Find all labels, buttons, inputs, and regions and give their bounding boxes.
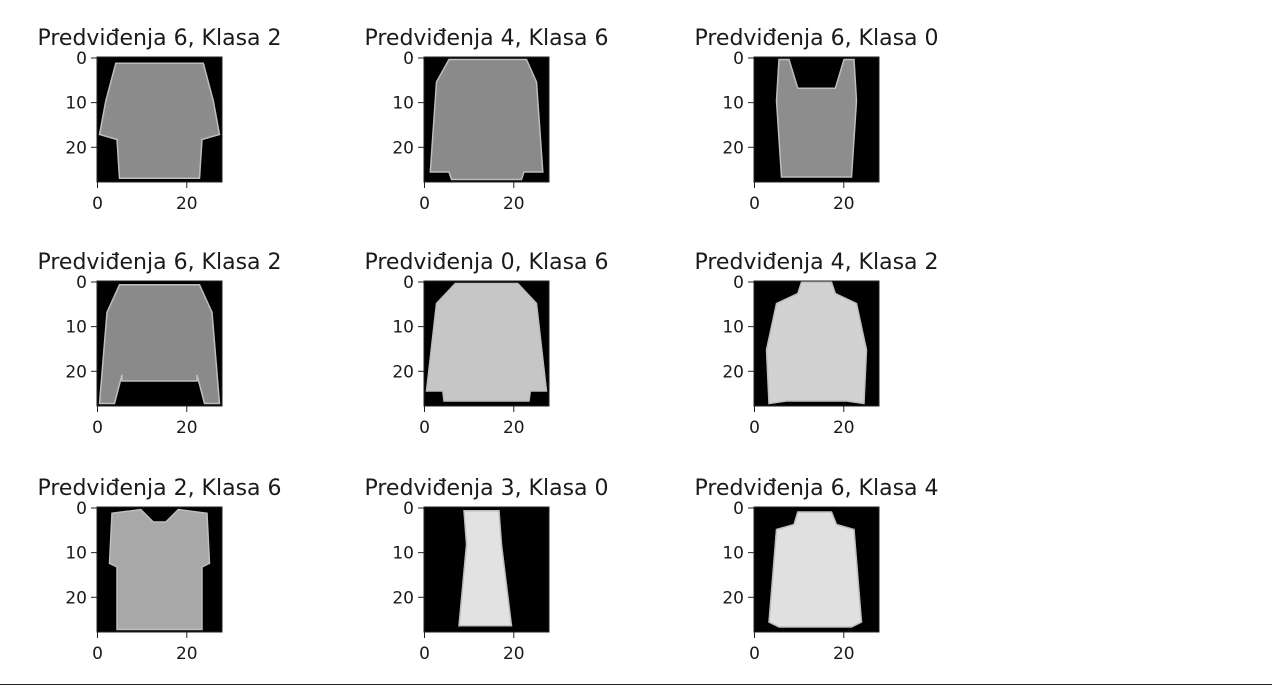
t-shirt-image <box>108 508 211 631</box>
denim-jacket-image <box>425 282 548 402</box>
y-tick-label: 10 <box>65 544 87 564</box>
y-tick-label: 20 <box>65 588 87 608</box>
image-frame <box>423 280 550 407</box>
x-tick-label: 0 <box>419 644 430 664</box>
x-tick-label: 20 <box>833 644 855 664</box>
panel-title: Predviđenja 4, Klasa 6 <box>364 26 608 51</box>
x-tick-label: 0 <box>749 194 760 214</box>
x-tick-label: 20 <box>176 644 198 664</box>
panel-title: Predviđenja 0, Klasa 6 <box>364 250 608 275</box>
x-tick-label: 0 <box>749 418 760 438</box>
x-tick-label: 0 <box>92 418 103 438</box>
y-tick-label: 20 <box>392 362 414 382</box>
y-tick-label: 0 <box>403 49 414 69</box>
y-tick-label: 0 <box>76 499 87 519</box>
y-tick-label: 0 <box>403 499 414 519</box>
dress-image <box>458 510 513 627</box>
image-frame <box>753 280 880 407</box>
y-tick-label: 10 <box>392 94 414 114</box>
image-frame <box>96 506 223 633</box>
x-tick-label: 20 <box>833 194 855 214</box>
y-tick-label: 0 <box>76 49 87 69</box>
y-tick-label: 0 <box>733 499 744 519</box>
image-frame <box>753 506 880 633</box>
shirt-long-sleeve-image <box>429 58 544 181</box>
x-tick-label: 0 <box>749 644 760 664</box>
image-frame <box>423 56 550 183</box>
panel-title: Predviđenja 3, Klasa 0 <box>364 476 608 501</box>
sweater-image <box>98 284 221 405</box>
y-tick-label: 0 <box>733 273 744 293</box>
turtleneck-image <box>765 281 868 405</box>
tank-top-image <box>775 58 858 178</box>
y-tick-label: 20 <box>65 138 87 158</box>
x-tick-label: 20 <box>503 418 525 438</box>
y-tick-label: 20 <box>392 588 414 608</box>
y-tick-label: 20 <box>722 588 744 608</box>
y-tick-label: 0 <box>403 273 414 293</box>
y-tick-label: 0 <box>76 273 87 293</box>
y-tick-label: 10 <box>722 94 744 114</box>
panel-title: Predviđenja 6, Klasa 4 <box>694 476 938 501</box>
image-frame <box>423 506 550 633</box>
x-tick-label: 20 <box>176 194 198 214</box>
x-tick-label: 20 <box>176 418 198 438</box>
y-tick-label: 10 <box>65 94 87 114</box>
panel-title: Predviđenja 6, Klasa 2 <box>37 26 281 51</box>
image-frame <box>96 280 223 407</box>
panel-title: Predviđenja 4, Klasa 2 <box>694 250 938 275</box>
bottom-rule <box>0 684 1272 685</box>
panel-title: Predviđenja 6, Klasa 0 <box>694 26 938 51</box>
y-tick-label: 20 <box>722 362 744 382</box>
image-frame <box>96 56 223 183</box>
y-tick-label: 10 <box>722 544 744 564</box>
x-tick-label: 0 <box>92 194 103 214</box>
y-tick-label: 10 <box>65 318 87 338</box>
y-tick-label: 10 <box>722 318 744 338</box>
y-tick-label: 20 <box>65 362 87 382</box>
panel-title: Predviđenja 2, Klasa 6 <box>37 476 281 501</box>
pullover-short-sleeve-image <box>98 62 221 180</box>
y-tick-label: 0 <box>733 49 744 69</box>
y-tick-label: 20 <box>392 138 414 158</box>
x-tick-label: 0 <box>419 418 430 438</box>
jacket-image <box>768 511 863 628</box>
x-tick-label: 0 <box>419 194 430 214</box>
y-tick-label: 20 <box>722 138 744 158</box>
x-tick-label: 20 <box>503 194 525 214</box>
x-tick-label: 20 <box>503 644 525 664</box>
x-tick-label: 0 <box>92 644 103 664</box>
x-tick-label: 20 <box>833 418 855 438</box>
panel-grid: Predviđenja 6, Klasa 20 2001020Predviđenj… <box>37 26 938 664</box>
y-tick-label: 10 <box>392 318 414 338</box>
image-frame <box>753 56 880 183</box>
panel-title: Predviđenja 6, Klasa 2 <box>37 250 281 275</box>
y-tick-label: 10 <box>392 544 414 564</box>
